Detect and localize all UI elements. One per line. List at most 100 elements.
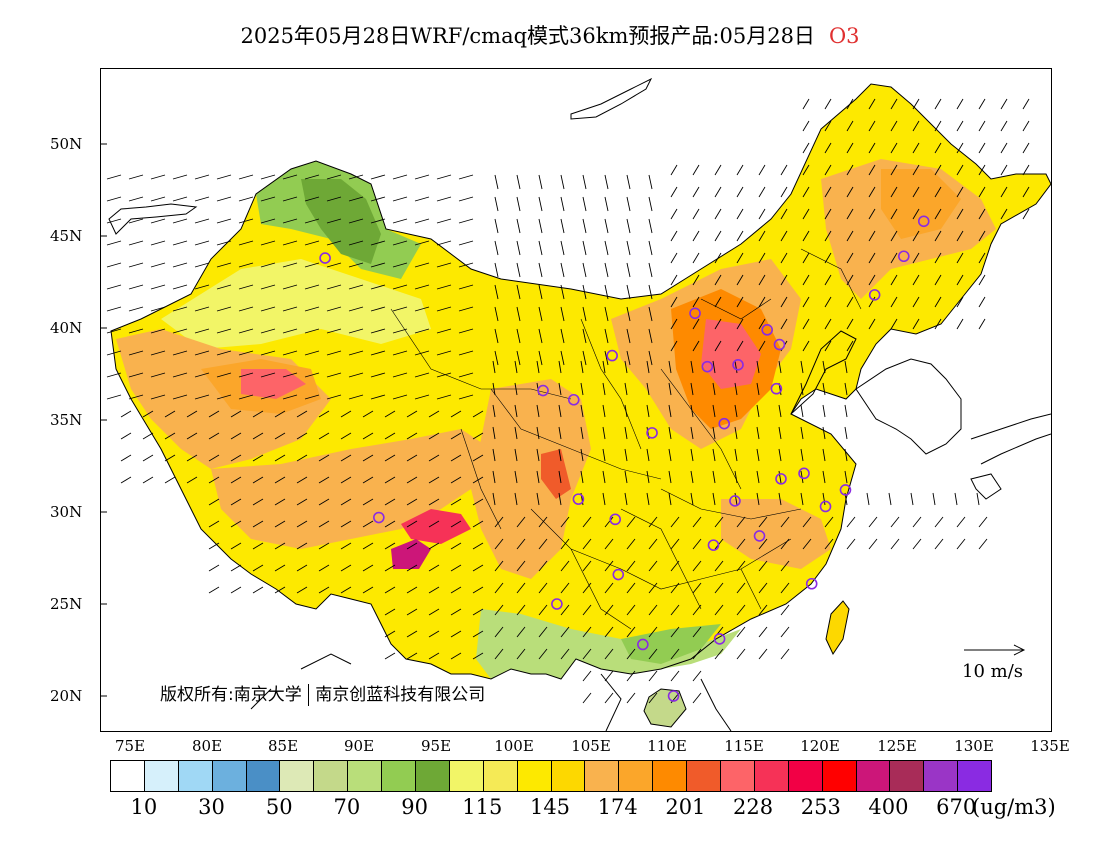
wind-vector <box>846 230 854 242</box>
wind-vector <box>844 360 848 374</box>
wind-vector <box>734 382 738 396</box>
wind-vector <box>582 328 587 344</box>
wind-vector <box>514 360 518 374</box>
wind-vector <box>846 538 856 550</box>
wind-vector <box>428 564 440 572</box>
wind-vector <box>846 340 854 352</box>
wind-vector <box>824 274 832 286</box>
wind-vector <box>238 328 254 334</box>
wind-vector <box>274 432 286 440</box>
wind-vector <box>582 240 587 256</box>
wind-vector <box>406 498 418 506</box>
colorbar-cell <box>721 761 755 791</box>
wind-vector <box>712 426 716 440</box>
wind-vector <box>912 142 920 154</box>
wind-vector <box>626 306 631 322</box>
wind-vector <box>458 262 474 268</box>
station-marker-icon <box>798 467 810 480</box>
wind-vector <box>494 350 499 366</box>
station-marker-icon <box>839 484 852 496</box>
wind-vector <box>756 426 760 440</box>
wind-vector <box>164 432 176 440</box>
wind-vector <box>494 196 499 212</box>
wind-vector <box>340 542 352 550</box>
wind-vector <box>494 328 499 344</box>
wind-vector <box>428 498 440 506</box>
wind-vector <box>514 404 518 418</box>
wind-vector <box>714 208 722 220</box>
wind-vector <box>106 174 122 180</box>
wind-vector <box>450 652 462 660</box>
wind-vector <box>978 274 986 286</box>
hainan-coast <box>643 688 687 728</box>
wind-vector <box>692 274 700 286</box>
wind-vector <box>150 328 166 334</box>
wind-vector <box>604 604 614 616</box>
wind-vector <box>692 164 700 176</box>
wind-vector <box>778 404 782 418</box>
colorbar-cell <box>619 761 654 791</box>
wind-vector <box>824 186 832 198</box>
wind-vector <box>326 262 342 268</box>
wind-vector <box>602 448 606 462</box>
wind-vector <box>208 520 220 528</box>
wind-vector <box>1022 186 1030 198</box>
wind-vector <box>560 262 565 278</box>
wind-vector <box>604 560 614 572</box>
wind-vector <box>624 426 628 440</box>
wind-vector <box>194 394 210 400</box>
wind-vector <box>690 382 694 396</box>
wind-vector <box>648 626 658 638</box>
wind-vector <box>414 262 430 268</box>
wind-vector <box>450 454 462 462</box>
wind-vector <box>362 586 374 594</box>
wind-vector <box>560 328 565 344</box>
wind-vector <box>414 196 430 202</box>
wind-vector <box>670 208 678 220</box>
wind-vector <box>208 410 220 418</box>
wind-vector <box>604 582 614 594</box>
wind-vector <box>326 218 342 224</box>
wind-vector <box>734 360 738 374</box>
lon-label-110: 110E <box>647 737 687 755</box>
wind-vector <box>370 218 386 224</box>
wind-vector <box>956 296 964 308</box>
wind-vector <box>560 284 565 300</box>
wind-vector <box>714 340 722 352</box>
wind-vector <box>668 360 672 374</box>
wind-vector <box>780 604 790 616</box>
wind-vector <box>758 582 768 594</box>
wind-vector <box>912 516 922 528</box>
wind-vector <box>604 350 609 366</box>
wind-vector <box>668 448 672 462</box>
wind-vector <box>472 476 484 484</box>
station-marker-icon <box>775 473 787 485</box>
wind-vector <box>582 306 587 322</box>
wind-vector <box>912 296 920 308</box>
station-marker-icon <box>713 633 726 645</box>
wind-vector <box>560 582 570 594</box>
station-marker-icon <box>761 324 773 336</box>
wind-vector <box>194 218 210 224</box>
wind-vector <box>670 560 680 572</box>
wind-vector <box>538 626 548 638</box>
wind-vector <box>822 404 826 418</box>
wind-vector <box>538 560 548 572</box>
wind-vector <box>172 240 188 246</box>
wind-vector <box>296 432 308 440</box>
wind-vector <box>318 410 330 418</box>
wind-vector <box>414 240 430 246</box>
wind-vector <box>252 498 264 506</box>
wind-vector <box>384 564 396 572</box>
wind-vector <box>978 164 986 176</box>
wind-vector <box>538 240 543 256</box>
wind-vector <box>648 196 653 212</box>
wind-vector <box>934 274 942 286</box>
wind-vector <box>956 142 964 154</box>
colorbar-label: 70 <box>333 795 361 819</box>
wind-vector <box>978 98 986 110</box>
wind-vector <box>216 328 232 334</box>
wind-vector <box>370 174 386 180</box>
wind-vector <box>450 564 462 572</box>
wind-vector <box>582 538 592 550</box>
